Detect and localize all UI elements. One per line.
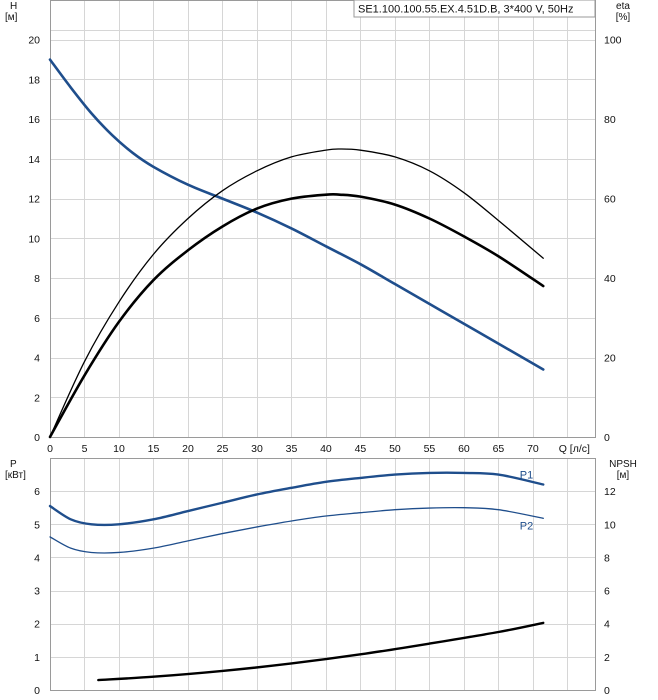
x-tick-label: 40	[320, 443, 332, 455]
left-axis-title: P	[10, 459, 17, 470]
right-tick-label: 100	[604, 35, 622, 47]
left-tick-label: 14	[28, 154, 40, 166]
left-axis-unit: [м]	[5, 12, 18, 23]
right-tick-label: 80	[604, 114, 616, 126]
x-tick-label: 5	[82, 443, 88, 455]
plot-frame	[50, 0, 596, 438]
title-box: SE1.100.100.55.EX.4.51D.B, 3*400 V, 50Hz	[353, 0, 596, 18]
left-tick-label: 1	[34, 652, 40, 664]
x-axis-label: Q [л/с]	[559, 443, 590, 455]
left-tick-label: 6	[34, 313, 40, 325]
left-axis-unit: [кВт]	[5, 470, 26, 481]
x-tick-label: 10	[113, 443, 125, 455]
right-axis-title: eta	[616, 1, 630, 12]
left-tick-label: 2	[34, 392, 40, 404]
right-tick-label: 12	[604, 486, 616, 498]
x-tick-label: 65	[493, 443, 505, 455]
left-tick-label: 5	[34, 519, 40, 531]
right-axis-unit: [м]	[617, 470, 630, 481]
left-tick-label: 20	[28, 35, 40, 47]
x-tick-label: 55	[424, 443, 436, 455]
left-tick-label: 2	[34, 619, 40, 631]
left-tick-label: 8	[34, 273, 40, 285]
title-frame	[353, 0, 596, 18]
left-tick-label: 0	[34, 685, 40, 697]
left-tick-label: 0	[34, 432, 40, 444]
left-tick-label: 10	[28, 233, 40, 245]
series-line-0-1	[49, 148, 544, 438]
x-tick-label: 15	[148, 443, 160, 455]
right-axis-title: NPSH	[609, 459, 637, 470]
right-tick-label: 10	[604, 519, 616, 531]
right-tick-label: 0	[604, 432, 610, 444]
chart-title: SE1.100.100.55.EX.4.51D.B, 3*400 V, 50Hz	[358, 4, 573, 16]
left-tick-label: 12	[28, 194, 40, 206]
left-axis-title: H	[10, 1, 17, 12]
x-tick-label: 25	[217, 443, 229, 455]
left-tick-label: 6	[34, 486, 40, 498]
left-tick-label: 4	[34, 552, 40, 564]
right-tick-label: 8	[604, 552, 610, 564]
right-tick-label: 2	[604, 652, 610, 664]
series-line-0-0	[48, 58, 545, 371]
top-panel: 0 2 4 6 8 10 12 14 16 18 20 0 20 40 60 80 100 H[м] eta[%] 0…	[5, 0, 630, 455]
x-tick-label: 50	[389, 443, 401, 455]
right-tick-label: 60	[604, 194, 616, 206]
series-label-p2: P2	[520, 520, 533, 532]
right-tick-label: 4	[604, 619, 610, 631]
x-tick-label: 70	[527, 443, 539, 455]
x-tick-label: 45	[355, 443, 367, 455]
x-tick-label: 0	[47, 443, 53, 455]
x-tick-label: 35	[286, 443, 298, 455]
series-line-0-2	[48, 192, 545, 439]
left-tick-label: 16	[28, 114, 40, 126]
right-tick-label: 0	[604, 685, 610, 697]
x-tick-label: 20	[182, 443, 194, 455]
series-line-p2	[49, 506, 544, 554]
series-line-1-2	[97, 621, 545, 682]
x-tick-label: 60	[458, 443, 470, 455]
x-tick-label: 30	[251, 443, 263, 455]
left-tick-label: 4	[34, 353, 40, 365]
right-tick-label: 20	[604, 353, 616, 365]
left-tick-label: 18	[28, 74, 40, 86]
plot-frame	[50, 458, 596, 691]
right-tick-label: 6	[604, 586, 610, 598]
right-axis-unit: [%]	[616, 12, 631, 23]
right-tick-label: 40	[604, 273, 616, 285]
series-label-p1: P1	[520, 470, 533, 482]
left-tick-label: 3	[34, 586, 40, 598]
series-line-p1	[48, 471, 545, 527]
